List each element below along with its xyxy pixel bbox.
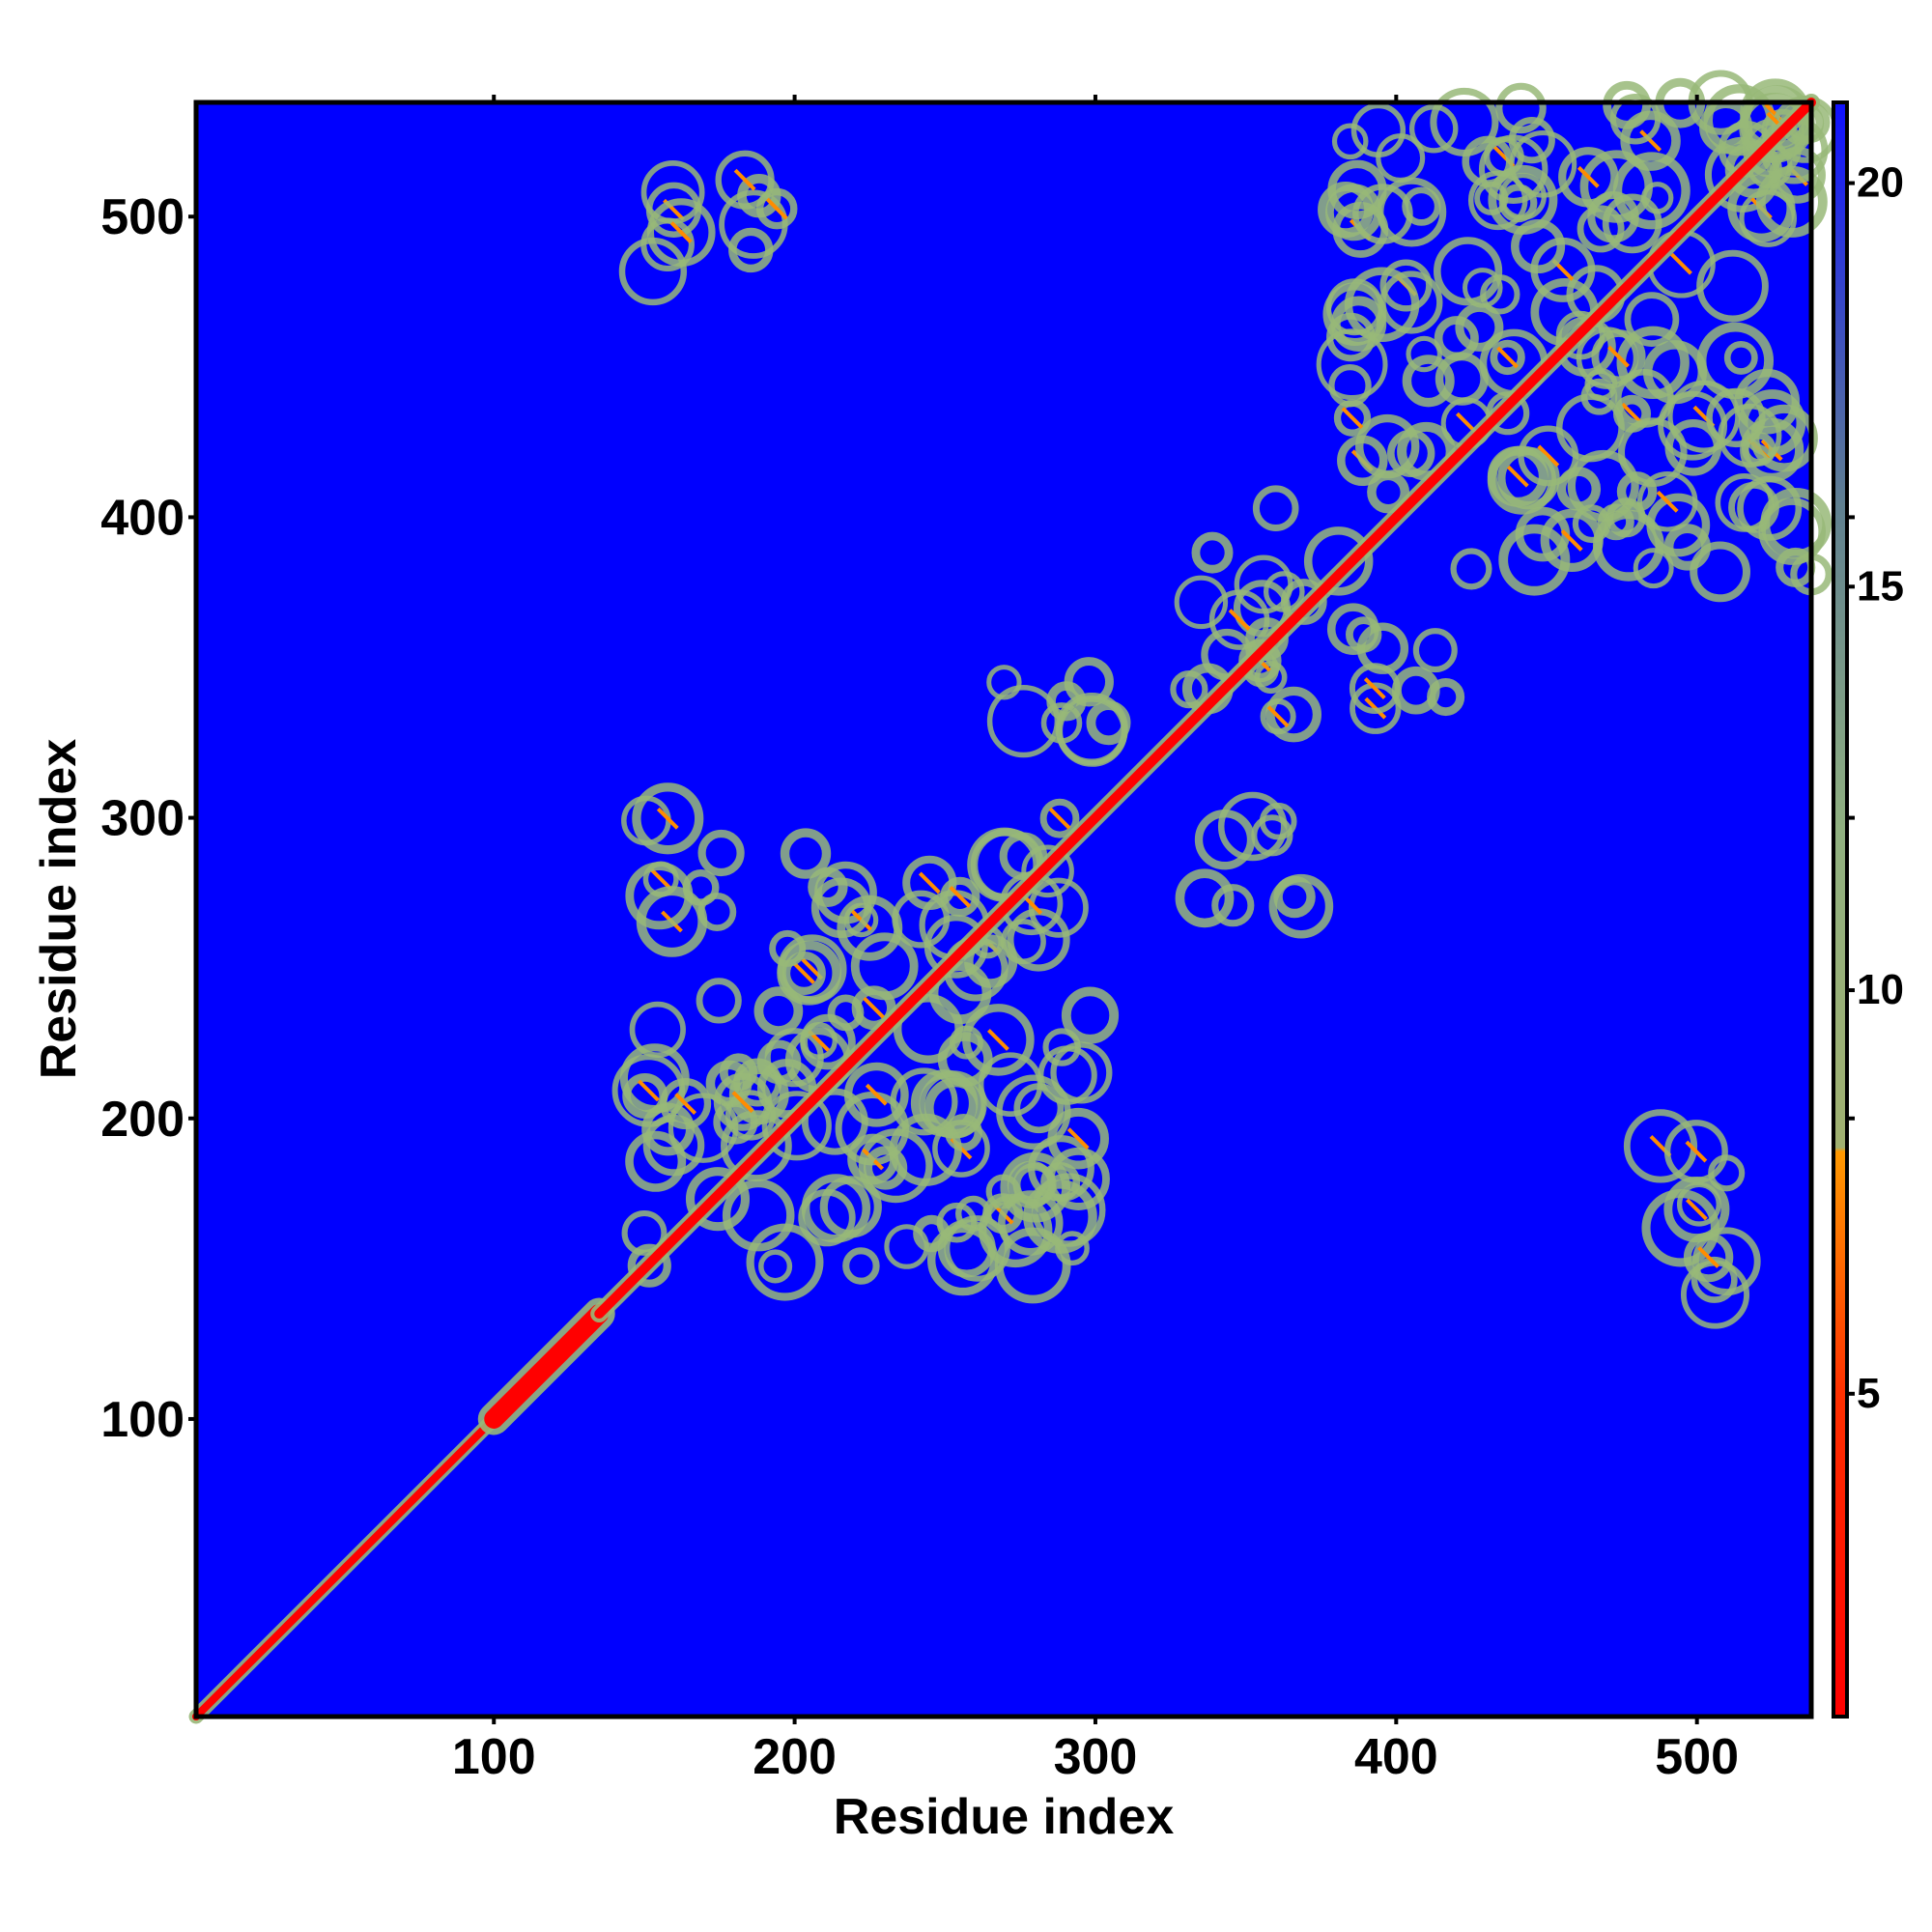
diagonal-line bbox=[594, 98, 1816, 1320]
x-tick-label: 100 bbox=[452, 1729, 536, 1785]
x-tick-label: 400 bbox=[1354, 1729, 1438, 1785]
contact-block bbox=[618, 150, 798, 306]
diagonal-line bbox=[192, 1414, 498, 1720]
contact-block bbox=[986, 657, 1131, 767]
contact-block bbox=[1623, 1109, 1761, 1329]
y-tick-label: 500 bbox=[100, 189, 185, 245]
colorbar bbox=[1832, 100, 1849, 1719]
x-tick-label: 300 bbox=[1054, 1729, 1138, 1785]
contact-block bbox=[611, 782, 1120, 1304]
x-axis-title: Residue index bbox=[834, 1789, 1175, 1845]
contact-block bbox=[1303, 70, 1833, 603]
y-tick-label: 400 bbox=[100, 490, 185, 546]
x-axis: 100 200 300 400 500 bbox=[452, 95, 1739, 1785]
colorbar-tick-label: 5 bbox=[1857, 1370, 1880, 1417]
plot-frame bbox=[193, 99, 1814, 1719]
contact-regions bbox=[611, 70, 1839, 1329]
x-tick-label: 200 bbox=[753, 1729, 837, 1785]
y-tick-label: 300 bbox=[100, 791, 185, 847]
diagonal-line bbox=[484, 1304, 610, 1429]
contact-block bbox=[1326, 603, 1465, 734]
y-tick-label: 100 bbox=[100, 1392, 185, 1448]
y-axis-title: Residue index bbox=[31, 739, 87, 1080]
y-tick-label: 200 bbox=[100, 1092, 185, 1148]
x-tick-label: 500 bbox=[1655, 1729, 1739, 1785]
colorbar-tick-label: 10 bbox=[1857, 966, 1904, 1013]
y-axis: 100 200 300 400 500 bbox=[100, 189, 196, 1448]
colorbar-tick-label: 15 bbox=[1857, 562, 1904, 610]
colorbar-axis: 5 10 15 20 bbox=[1847, 159, 1904, 1417]
diagonal-band bbox=[188, 94, 1820, 1724]
colorbar-tick-label: 20 bbox=[1857, 159, 1904, 207]
contact-block bbox=[1175, 791, 1334, 939]
